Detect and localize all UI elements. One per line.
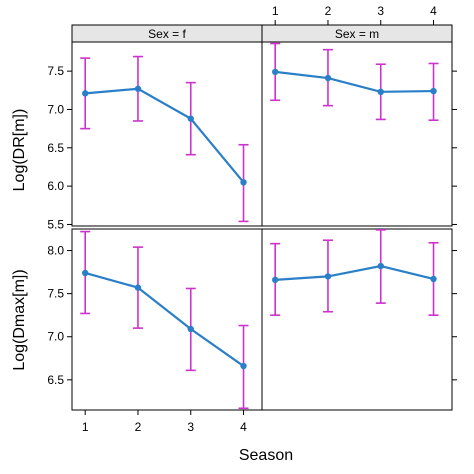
strip-label-m: Sex = m: [335, 27, 379, 41]
x-tick-label-bottom-1: 1: [82, 420, 89, 434]
data-point-r0-m-1: [271, 68, 279, 76]
ticks-layer: 5.5 6.0 6.5 7.0 7.5 6.5 7.0 7.5 8.0 1 1 2 2 3 3 4 4: [47, 4, 457, 434]
x-tick-label-bottom-3: 3: [187, 420, 194, 434]
y-tick-label-r1-0: 6.5: [47, 373, 64, 387]
y-axis-label-bottom: Log(Dmax[m]): [11, 269, 28, 370]
data-point-r0-f-2: [134, 85, 142, 92]
data-point-r1-f-3: [187, 325, 194, 333]
y-tick-label-r0-2: 6.5: [47, 141, 64, 155]
panel-frame-r1-f: [71, 228, 263, 411]
data-point-r0-f-3: [187, 115, 194, 122]
y-tick-label-r0-1: 6.0: [47, 179, 64, 193]
x-tick-label-top-2: 2: [325, 4, 332, 18]
series-line-r1-m: [275, 264, 434, 281]
data-point-r0-f-1: [81, 90, 89, 97]
x-axis-label: Season: [239, 447, 293, 464]
y-tick-label-r1-1: 7.0: [47, 330, 64, 344]
data-point-r1-f-1: [81, 269, 89, 277]
series-line-r1-f: [84, 271, 245, 367]
y-tick-label-r0-3: 7.0: [47, 102, 64, 116]
data-point-r1-m-1: [271, 276, 279, 284]
data-point-r0-m-3: [377, 88, 384, 96]
y-tick-label-r1-3: 8.0: [47, 244, 64, 258]
data-point-r1-m-2: [324, 273, 332, 280]
panel-frame-r0-f: [71, 41, 263, 227]
y-tick-label-r1-2: 7.5: [47, 287, 64, 301]
x-tick-label-bottom-4: 4: [240, 420, 247, 434]
data-point-r1-m-4: [430, 275, 437, 283]
data-point-r0-m-2: [324, 74, 332, 82]
y-tick-label-r0-0: 5.5: [47, 217, 64, 231]
data-point-r0-m-4: [430, 87, 437, 95]
x-tick-label-top-1: 1: [272, 4, 279, 18]
y-tick-label-r0-4: 7.5: [47, 64, 64, 78]
strip-label-f: Sex = f: [148, 27, 186, 41]
panel-frame-r0-m: [261, 41, 453, 227]
series-line-r0-m: [275, 70, 434, 93]
data-point-r1-f-4: [240, 362, 247, 370]
series-line-r0-f: [85, 87, 245, 184]
panel-frame-r1-m: [261, 228, 453, 411]
data-point-r1-m-3: [377, 262, 384, 270]
data-point-r0-f-4: [240, 179, 247, 186]
panels-layer: Sex = f Sex = m: [71, 24, 453, 411]
x-tick-label-top-3: 3: [377, 4, 384, 18]
y-axis-label-top: Log(DR[m]): [11, 109, 28, 192]
x-tick-label-bottom-2: 2: [135, 420, 142, 434]
x-tick-label-top-4: 4: [430, 4, 437, 18]
data-point-r1-f-2: [134, 284, 142, 291]
